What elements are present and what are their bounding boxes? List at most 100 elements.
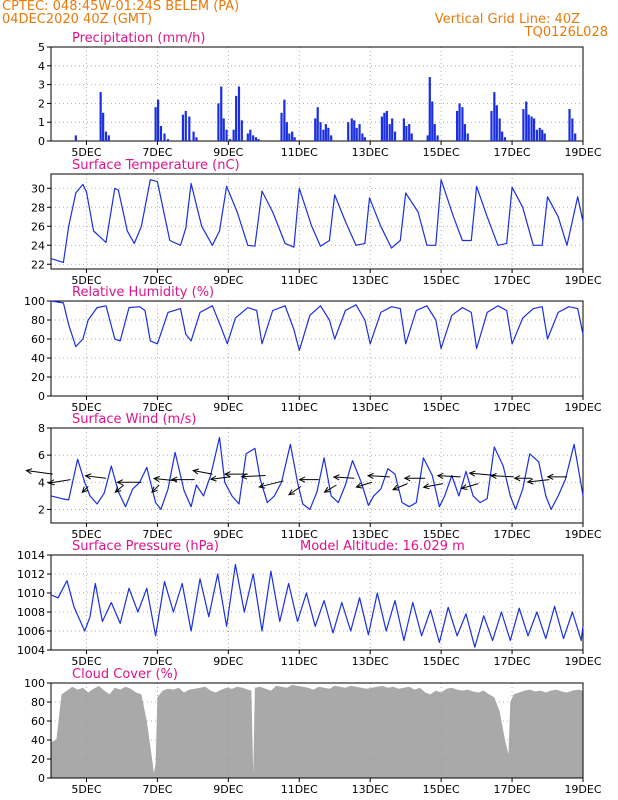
precip-bar bbox=[104, 131, 108, 141]
precip-bar bbox=[410, 133, 413, 141]
cloud-ytick-label: 20 bbox=[31, 753, 45, 766]
wind-arrow bbox=[333, 476, 355, 479]
temp-xtick-label: 9DEC bbox=[213, 274, 243, 287]
wind-arrow-head bbox=[116, 479, 124, 486]
temp-line bbox=[50, 179, 584, 263]
precip-bar bbox=[433, 124, 436, 141]
cloud-title: Cloud Cover (%) bbox=[72, 667, 178, 682]
precip-bar bbox=[380, 116, 384, 141]
cloud-ytick-label: 40 bbox=[31, 734, 45, 747]
precip-bar bbox=[530, 116, 533, 141]
wind-arrow bbox=[392, 483, 408, 491]
cloud-xtick-label: 9DEC bbox=[213, 783, 243, 796]
precip-bar bbox=[408, 124, 411, 141]
wind-arrow bbox=[461, 483, 479, 489]
wind-arrow-head bbox=[170, 476, 178, 483]
wind-arrow bbox=[210, 476, 231, 480]
precip-bar bbox=[166, 139, 170, 141]
cloud-xtick-label: 5DEC bbox=[71, 783, 101, 796]
precip-xtick-label: 17DEC bbox=[494, 146, 531, 159]
precip-bar bbox=[543, 133, 546, 141]
precip-bar bbox=[463, 124, 466, 141]
precip-bar bbox=[525, 101, 528, 141]
precip-xtick-label: 11DEC bbox=[281, 146, 318, 159]
wind-arrow bbox=[368, 475, 390, 478]
temp-ytick-label: 28 bbox=[31, 201, 45, 214]
wind-title: Surface Wind (m/s) bbox=[72, 412, 196, 427]
precip-bar bbox=[405, 125, 408, 141]
precip-bar bbox=[235, 95, 238, 141]
cloud-xtick-label: 17DEC bbox=[494, 783, 531, 796]
wind-arrow-head bbox=[526, 478, 534, 485]
precip-bar bbox=[184, 110, 187, 141]
wind-arrow bbox=[356, 481, 373, 488]
wind-arrow bbox=[114, 484, 125, 493]
temp-ytick-label: 22 bbox=[31, 258, 45, 271]
precip-bar bbox=[428, 77, 431, 141]
wind-ytick-label: 2 bbox=[38, 503, 45, 516]
wind-arrow-head bbox=[323, 486, 331, 493]
cloud-frame bbox=[50, 682, 584, 779]
wind-frame bbox=[50, 427, 584, 524]
precip-bar bbox=[532, 118, 536, 141]
wind-xtick-label: 9DEC bbox=[213, 528, 243, 541]
cloud-ytick-label: 100 bbox=[24, 677, 45, 690]
precip-bar bbox=[495, 105, 498, 141]
wind-arrow-head bbox=[114, 486, 122, 493]
pres-annotation: Model Altitude: 16.029 m bbox=[300, 539, 465, 554]
precip-bar bbox=[217, 103, 220, 141]
wind-arrow bbox=[81, 486, 89, 493]
precip-bar bbox=[285, 122, 288, 141]
precip-bar bbox=[291, 131, 294, 141]
wind-arrow bbox=[26, 470, 53, 475]
rh-frame bbox=[50, 300, 584, 397]
precip-bar bbox=[541, 129, 544, 141]
pres-xtick-label: 5DEC bbox=[71, 655, 101, 668]
precip-bar bbox=[319, 122, 322, 141]
wind-arrow-head bbox=[151, 486, 158, 494]
precip-bar bbox=[327, 127, 330, 141]
precip-xtick-label: 7DEC bbox=[142, 146, 172, 159]
rh-xtick-label: 17DEC bbox=[494, 401, 531, 414]
wind-arrow-head bbox=[25, 468, 33, 475]
precip-bar bbox=[159, 125, 163, 141]
wind-xtick-label: 7DEC bbox=[142, 528, 172, 541]
cloud-xtick-label: 13DEC bbox=[352, 783, 389, 796]
wind-arrow-head bbox=[298, 476, 306, 483]
precip-bar bbox=[316, 107, 319, 141]
precip-bar bbox=[391, 118, 394, 141]
pres-ytick-label: 1004 bbox=[17, 644, 45, 657]
rh-ytick-label: 80 bbox=[31, 314, 45, 327]
wind-arrow-head bbox=[258, 482, 266, 489]
precip-bar bbox=[350, 118, 353, 141]
wind-arrow-head bbox=[240, 473, 248, 480]
precip-bar bbox=[181, 114, 185, 141]
precip-bar bbox=[314, 118, 317, 141]
precip-bar bbox=[522, 109, 525, 141]
wind-arrow-head bbox=[391, 484, 400, 491]
wind-arrow-head bbox=[489, 472, 497, 479]
pres-xtick-label: 11DEC bbox=[281, 655, 318, 668]
wind-arrow bbox=[288, 485, 302, 496]
precip-bar bbox=[222, 118, 225, 141]
header-location: CPTEC: 048:45W-01:24S BELEM (PA) bbox=[2, 0, 240, 14]
rh-xtick-label: 5DEC bbox=[71, 401, 101, 414]
precip-bar bbox=[538, 127, 541, 141]
wind-ytick-label: 8 bbox=[38, 422, 45, 435]
rh-xtick-label: 19DEC bbox=[564, 401, 601, 414]
precip-bar bbox=[358, 124, 361, 141]
precip-bar bbox=[74, 135, 77, 141]
pres-ytick-label: 1014 bbox=[17, 549, 45, 562]
temp-xtick-label: 13DEC bbox=[352, 274, 389, 287]
precip-bar bbox=[385, 110, 388, 141]
precip-bar bbox=[383, 112, 386, 141]
precip-bar bbox=[388, 124, 391, 141]
rh-line bbox=[50, 300, 584, 351]
precip-bar bbox=[503, 137, 507, 141]
wind-arrow bbox=[437, 475, 461, 478]
precip-xtick-label: 5DEC bbox=[71, 146, 101, 159]
precip-ytick-label: 1 bbox=[38, 116, 45, 129]
precip-bar bbox=[436, 135, 439, 141]
temp-title: Surface Temperature (nC) bbox=[72, 158, 240, 173]
precip-bar bbox=[527, 114, 530, 141]
